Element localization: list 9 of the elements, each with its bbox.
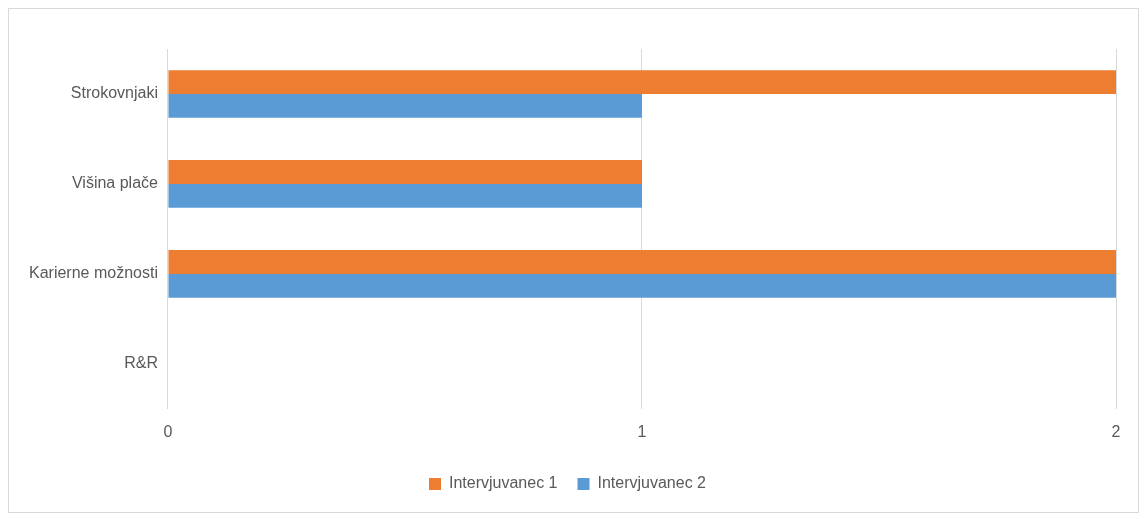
y-tick-label: R&R <box>124 354 158 372</box>
x-tick-label: 0 <box>163 422 173 440</box>
x-tick-label: 1 <box>637 422 647 440</box>
y-tick-label: Višina plače <box>71 174 159 192</box>
y-tick-label: Karierne možnosti <box>28 264 158 282</box>
legend-label: Intervjuvanec 1 <box>448 474 558 492</box>
x-tick-label: 2 <box>1111 422 1121 440</box>
y-tick-label: Strokovnjaki <box>70 84 158 102</box>
legend-label: Intervjuvanec 2 <box>597 474 707 492</box>
